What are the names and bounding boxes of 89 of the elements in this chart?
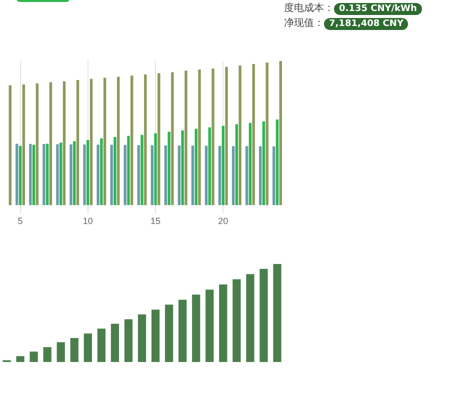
bar: [192, 294, 200, 362]
bar: [84, 333, 92, 362]
text: 0.135 CNY/kWh: [334, 3, 422, 15]
bar: [164, 304, 174, 362]
x-tick-label: 15: [150, 216, 161, 226]
bar: [73, 141, 76, 206]
bar: [246, 274, 254, 362]
bar: [70, 144, 72, 206]
bar: [184, 70, 188, 206]
text: 7,181,408 CNY: [324, 18, 408, 30]
bar: [272, 146, 276, 206]
bar: [32, 144, 36, 206]
bar: [90, 78, 93, 206]
bar: [114, 136, 116, 206]
bar: [96, 144, 100, 206]
bar: [140, 134, 144, 206]
bar: [22, 84, 26, 206]
bar: [181, 130, 184, 206]
bar: [138, 314, 146, 362]
bar: [16, 144, 18, 206]
bar: [97, 328, 106, 362]
bar: [83, 144, 86, 206]
bar: [266, 62, 268, 206]
bar: [103, 78, 106, 206]
bar: [225, 66, 228, 206]
bar: [171, 72, 174, 206]
bar: [124, 319, 133, 362]
bar: [8, 85, 12, 206]
bar: [168, 132, 170, 206]
bar: [279, 61, 282, 206]
bar: [36, 83, 39, 206]
bar: [127, 136, 130, 206]
bar: [219, 284, 228, 362]
bar: [191, 146, 194, 206]
bar: [137, 145, 140, 206]
bar: [198, 70, 201, 206]
bar: [273, 264, 282, 362]
bar: [238, 65, 242, 206]
bar: [116, 76, 120, 206]
bar: [124, 144, 126, 206]
bar: [42, 144, 46, 206]
x-tick-label: 5: [18, 216, 23, 226]
bar: [16, 356, 24, 362]
bar: [150, 145, 154, 206]
text: 净现值：: [284, 18, 324, 29]
bar: [218, 146, 222, 206]
bar: [222, 126, 224, 206]
bar: [206, 290, 214, 362]
bar: [70, 338, 78, 362]
bar: [208, 127, 211, 206]
bar: [204, 146, 208, 206]
bar: [86, 140, 90, 206]
bar: [178, 146, 181, 206]
bar: [151, 310, 160, 362]
text: 度电成本：: [284, 3, 334, 14]
bar: [56, 144, 59, 206]
bar: [245, 146, 248, 206]
bar: [110, 144, 113, 206]
bar: [56, 342, 65, 362]
bar: [178, 300, 187, 362]
bar: [100, 138, 103, 206]
bar: [29, 144, 32, 206]
bar: [252, 64, 255, 206]
bar: [262, 121, 266, 206]
bar: [154, 133, 157, 206]
bar: [144, 74, 147, 206]
bar: [194, 128, 198, 206]
bar: [276, 120, 279, 206]
bar: [18, 146, 22, 206]
bar: [260, 268, 268, 362]
bar: [212, 68, 214, 206]
bar: [62, 81, 66, 206]
bar: [49, 82, 52, 206]
bar: [130, 76, 134, 206]
bar: [164, 145, 168, 206]
bar: [43, 347, 52, 362]
bar: [76, 80, 80, 206]
bar: [46, 144, 49, 206]
bar: [30, 352, 38, 362]
bar: [235, 124, 238, 206]
bar: [248, 122, 252, 206]
bar: [158, 73, 160, 206]
bar: [258, 146, 262, 206]
bar: [232, 146, 235, 206]
bar: [232, 279, 241, 362]
bar: [110, 324, 120, 362]
x-tick-label: 20: [218, 216, 228, 226]
x-tick-label: 10: [82, 216, 93, 226]
bar: [60, 142, 62, 206]
